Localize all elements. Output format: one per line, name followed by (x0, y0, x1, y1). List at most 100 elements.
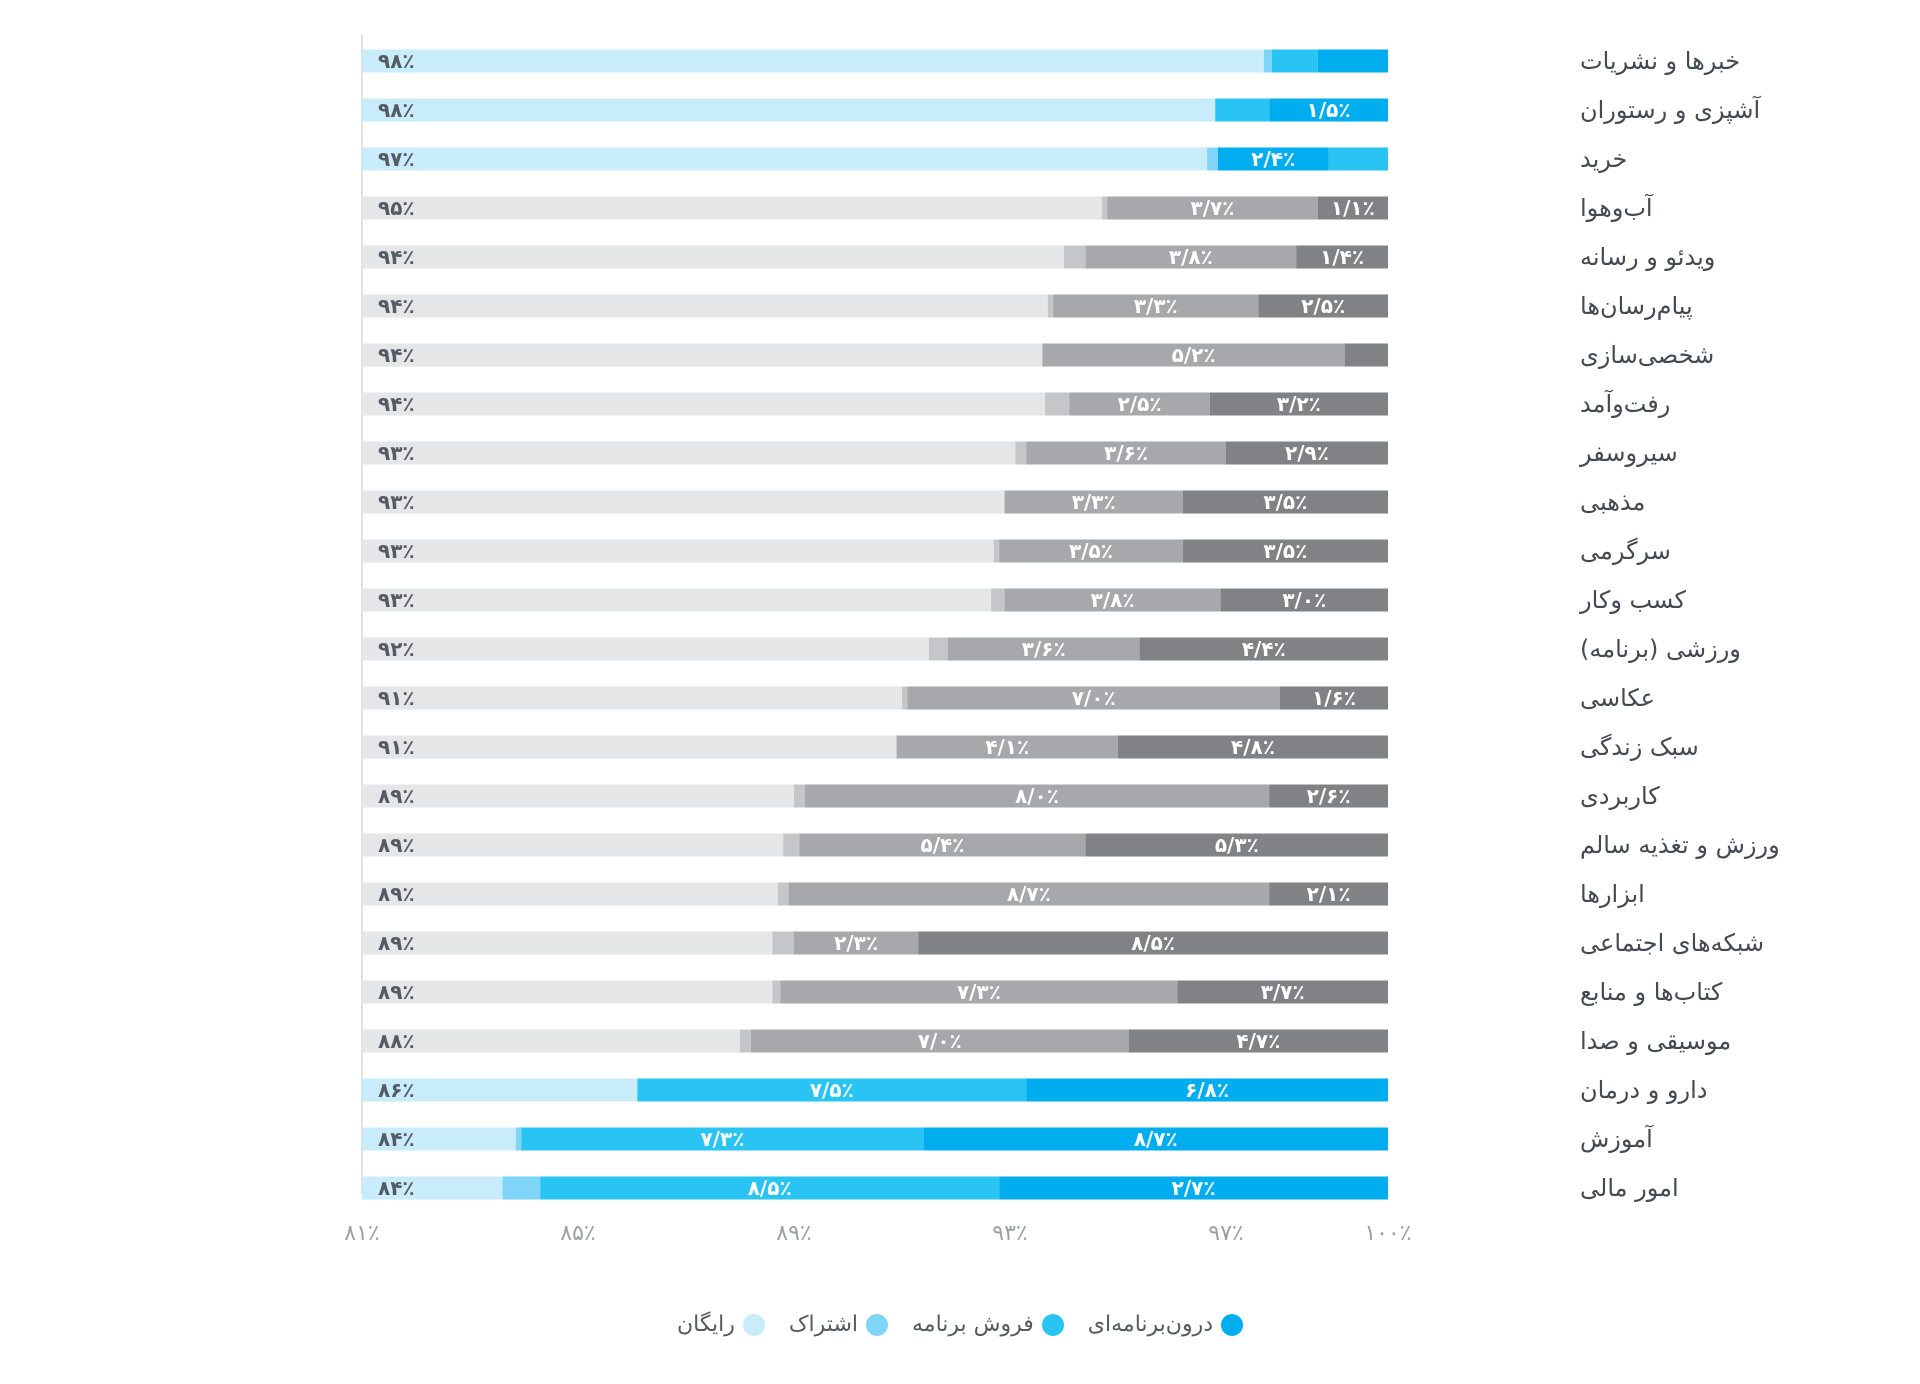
segment-value-label: ۳/۶٪ (1022, 637, 1066, 661)
bar-segment-inapp (1269, 882, 1388, 906)
bar-segment-inapp (1085, 833, 1388, 857)
segment-value-label: ۳/۳٪ (1072, 490, 1116, 514)
bar-row: ۳/۳٪ ۳/۵٪ ۹۳٪ مذهبی (362, 488, 1645, 516)
bar-segment-inapp (923, 1127, 1388, 1151)
bar-row: ۵/۴٪ ۵/۳٪ ۸۹٪ ورزش و تغذیه سالم (362, 831, 1780, 859)
bar-segment-free (362, 343, 1043, 367)
category-label: آب‌وهوا (1580, 193, 1654, 222)
x-tick-label: ۸۹٪ (776, 1221, 811, 1246)
segment-value-label: ۲/۹٪ (1285, 441, 1329, 465)
bar-segment-inapp (1226, 441, 1388, 465)
bar-segment-inapp (1344, 343, 1388, 367)
bar-segment-inapp (918, 931, 1388, 955)
category-label: ورزشی (برنامه) (1580, 635, 1741, 663)
bar-segment-inapp (1296, 245, 1388, 269)
free-share-label: ۹۴٪ (378, 294, 415, 318)
bar-segment-paid (1004, 490, 1183, 514)
segment-value-label: ۵/۳٪ (1215, 833, 1259, 857)
bar-segment-sub (902, 686, 908, 710)
bar-segment-inapp (1317, 49, 1388, 73)
bar-segment-paid (1215, 98, 1270, 122)
segment-value-label: ۲/۶٪ (1307, 784, 1351, 808)
segment-value-label: ۲/۴٪ (1251, 147, 1295, 171)
bar-segment-inapp (1269, 98, 1388, 122)
free-share-label: ۸۹٪ (378, 931, 415, 955)
bar-row: ۸/۷٪ ۲/۱٪ ۸۹٪ ابزارها (362, 880, 1645, 908)
segment-value-label: ۵/۴٪ (921, 833, 965, 857)
free-share-label: ۹۴٪ (378, 392, 415, 416)
bar-row: ۳/۸٪ ۱/۴٪ ۹۴٪ ویدئو و رسانه (362, 243, 1715, 271)
bar-segment-free (362, 1078, 638, 1102)
bar-segment-free (362, 980, 773, 1004)
category-label: خبرها و نشریات (1580, 47, 1740, 75)
segment-value-label: ۳/۷٪ (1261, 980, 1305, 1004)
segment-value-label: ۳/۲٪ (1277, 392, 1321, 416)
segment-value-label: ۲/۳٪ (834, 931, 878, 955)
segment-value-label: ۳/۵٪ (1069, 539, 1113, 563)
segment-value-label: ۷/۰٪ (918, 1029, 962, 1053)
bar-segment-sub (794, 784, 805, 808)
category-label: امور مالی (1580, 1174, 1679, 1202)
bar-segment-free (362, 392, 1046, 416)
chart-canvas: ۹۸٪ خبرها و نشریات ۱/۵٪ ۹۸٪ آشپزی و رستوران ۲… (344, 34, 1780, 1246)
legend-swatch (1041, 1313, 1064, 1336)
bar-row: ۷/۵٪ ۶/۸٪ ۸۶٪ دارو و درمان (362, 1076, 1707, 1104)
bar-segment-sub (991, 588, 1005, 612)
bar-segment-free (362, 98, 1216, 122)
legend-swatch (866, 1313, 888, 1336)
bar-row: ۷/۳٪ ۳/۷٪ ۸۹٪ کتاب‌ها و منابع (362, 978, 1723, 1006)
bar-segment-free (362, 833, 784, 857)
legend-label: اشتراک (788, 1312, 858, 1337)
bar-row: ۲/۳٪ ۸/۵٪ ۸۹٪ شبکه‌های اجتماعی (362, 929, 1764, 957)
category-label: سیروسفر (1579, 439, 1678, 467)
segment-value-label: ۷/۵٪ (810, 1078, 854, 1102)
bar-segment-inapp (1258, 294, 1388, 318)
bar-segment-free (362, 1176, 503, 1200)
legend-label: رایگان (676, 1312, 735, 1337)
bar-segment-paid (788, 882, 1270, 906)
segment-value-label: ۱/۱٪ (1331, 196, 1375, 220)
x-tick-label: ۹۷٪ (1208, 1221, 1243, 1246)
bar-segment-paid (947, 637, 1140, 661)
free-share-label: ۸۹٪ (378, 833, 415, 857)
bar-segment-free (362, 931, 773, 955)
free-share-label: ۹۷٪ (378, 147, 415, 171)
free-share-label: ۹۸٪ (378, 98, 415, 122)
category-label: خرید (1580, 145, 1627, 173)
bar-segment-inapp (1220, 588, 1388, 612)
bar-segment-free (362, 686, 902, 710)
category-label: موسیقی و صدا (1580, 1027, 1731, 1055)
category-label: رفت‌وآمد (1580, 389, 1670, 418)
bar-segment-paid (1107, 196, 1318, 220)
category-label: ورزش و تغذیه سالم (1580, 831, 1780, 859)
free-share-label: ۸۹٪ (378, 784, 415, 808)
bar-segment-free (362, 735, 897, 759)
legend-swatch (742, 1313, 765, 1336)
legend-item-inapp: درون‌برنامه‌ای (1088, 1312, 1243, 1337)
category-label: پیام‌رسان‌ها (1580, 292, 1693, 320)
bar-segment-inapp (1269, 784, 1388, 808)
bar-segment-free (362, 637, 929, 661)
bar-segment-sub (929, 637, 948, 661)
bar-segment-inapp (1177, 980, 1388, 1004)
segment-value-label: ۳/۸٪ (1169, 245, 1213, 269)
bar-segment-sub (772, 931, 794, 955)
bar-segment-sub (1207, 147, 1218, 171)
bar-segment-paid (907, 686, 1280, 710)
bar-segment-free (362, 49, 1264, 73)
bar-row: ۴/۱٪ ۴/۸٪ ۹۱٪ سبک زندگی (362, 733, 1699, 761)
free-share-label: ۹۳٪ (378, 539, 415, 563)
bar-segment-paid (780, 980, 1178, 1004)
bar-segment-paid (1328, 147, 1388, 171)
bar-segment-paid (1004, 588, 1221, 612)
legend-item-sub: اشتراک (789, 1312, 888, 1337)
free-share-label: ۹۴٪ (378, 343, 415, 367)
bar-segment-sub (515, 1127, 522, 1151)
bar-segment-free (362, 196, 1102, 220)
free-share-label: ۸۴٪ (378, 1127, 415, 1151)
bar-segment-free (362, 1029, 740, 1053)
bar-segment-sub (1263, 49, 1272, 73)
segment-value-label: ۳/۳٪ (1134, 294, 1178, 318)
bar-segment-paid (1085, 245, 1297, 269)
